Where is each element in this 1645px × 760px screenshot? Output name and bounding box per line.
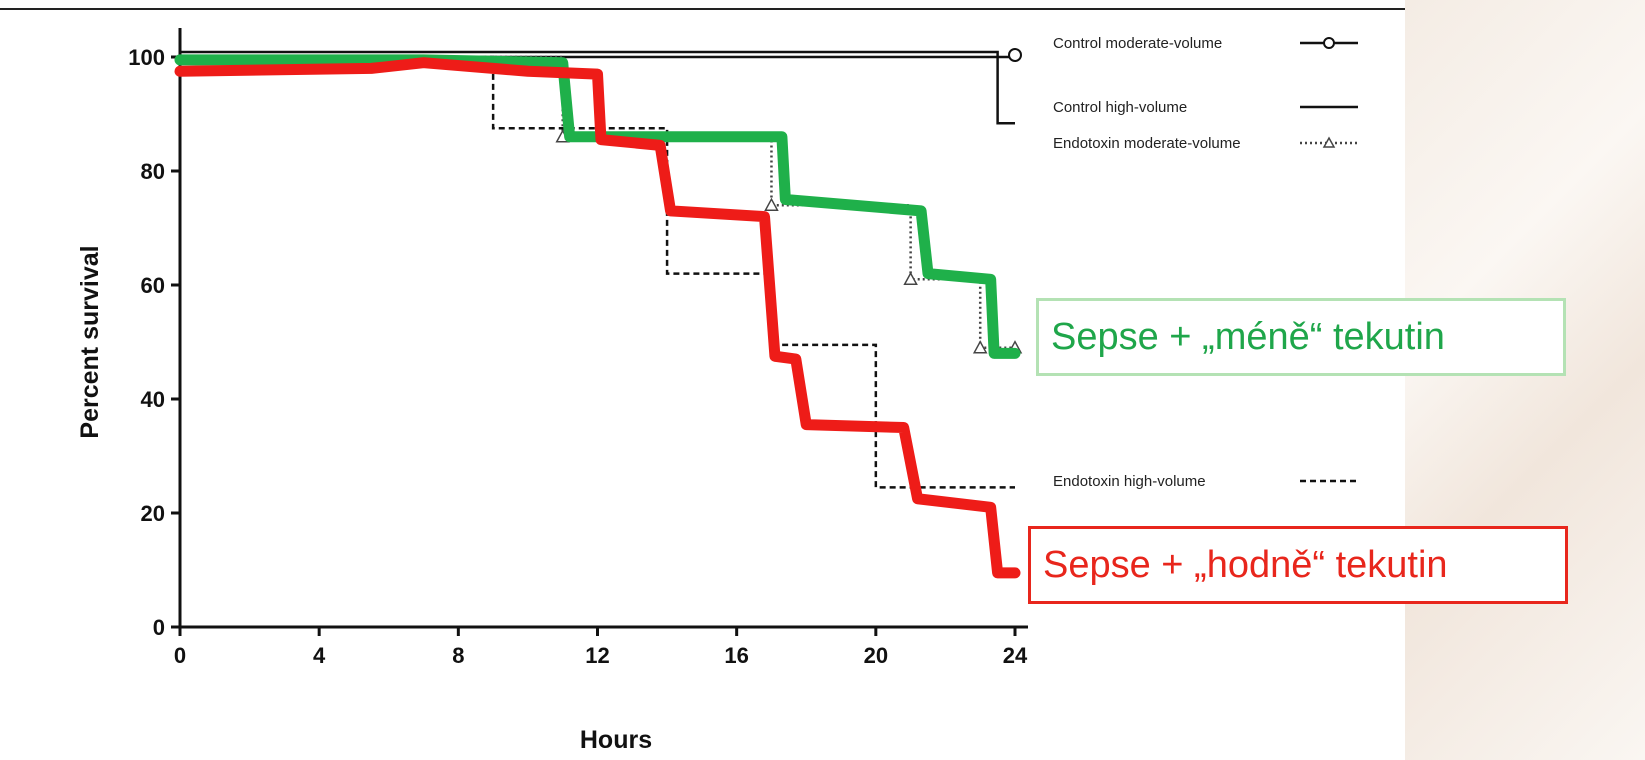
x-tick-label: 8 (452, 643, 464, 668)
x-tick-label: 20 (864, 643, 888, 668)
callout-less-fluids: Sepse + „méně“ tekutin (1036, 298, 1566, 376)
overlay-line-more-fluids (174, 57, 1021, 579)
y-tick-label: 40 (141, 387, 165, 412)
x-tick-label: 24 (1003, 643, 1028, 668)
y-tick-label: 60 (141, 273, 165, 298)
callout-more-fluids: Sepse + „hodně“ tekutin (1028, 526, 1568, 604)
legend: Control moderate-volume Control high-volu… (1053, 35, 1358, 490)
top-rule (0, 8, 1405, 10)
background-image (1405, 0, 1645, 760)
point-marker (903, 271, 918, 286)
y-tick-label: 20 (141, 501, 165, 526)
legend-marker (1323, 37, 1335, 49)
x-tick-label: 0 (174, 643, 186, 668)
legend-label-control-moderate-volume: Control moderate-volume (1053, 35, 1222, 52)
series-control-high-volume (180, 50, 1015, 125)
legend-label-endotoxin-moderate-volume: Endotoxin moderate-volume (1053, 135, 1241, 152)
y-tick-label: 0 (153, 615, 165, 640)
point-marker (972, 340, 988, 354)
legend-label-endotoxin-high-volume: Endotoxin high-volume (1053, 473, 1206, 490)
legend-label-control-high-volume: Control high-volume (1053, 99, 1187, 116)
y-axis-title: Percent survival (76, 245, 104, 438)
legend-marker (1322, 136, 1336, 148)
y-tick-label: 100 (128, 45, 165, 70)
x-axis-title: Hours (580, 726, 652, 754)
overlay-layer (174, 54, 1021, 579)
axes: 0 20 40 60 80 100 0 4 8 12 16 20 24 (128, 28, 1028, 668)
survival-chart: 0 20 40 60 80 100 0 4 8 12 16 20 24 Control moderate… (76, 28, 1358, 754)
x-tick-label: 4 (313, 643, 326, 668)
series-endotoxin-high-volume (180, 55, 1015, 489)
overlay-line-less-fluids (174, 54, 1021, 359)
x-tick-label: 16 (724, 643, 748, 668)
point-marker (1008, 48, 1022, 62)
x-tick-label: 12 (585, 643, 609, 668)
series-endotoxin-moderate-volume (180, 55, 1015, 349)
y-tick-label: 80 (141, 159, 165, 184)
point-marker (764, 197, 779, 211)
